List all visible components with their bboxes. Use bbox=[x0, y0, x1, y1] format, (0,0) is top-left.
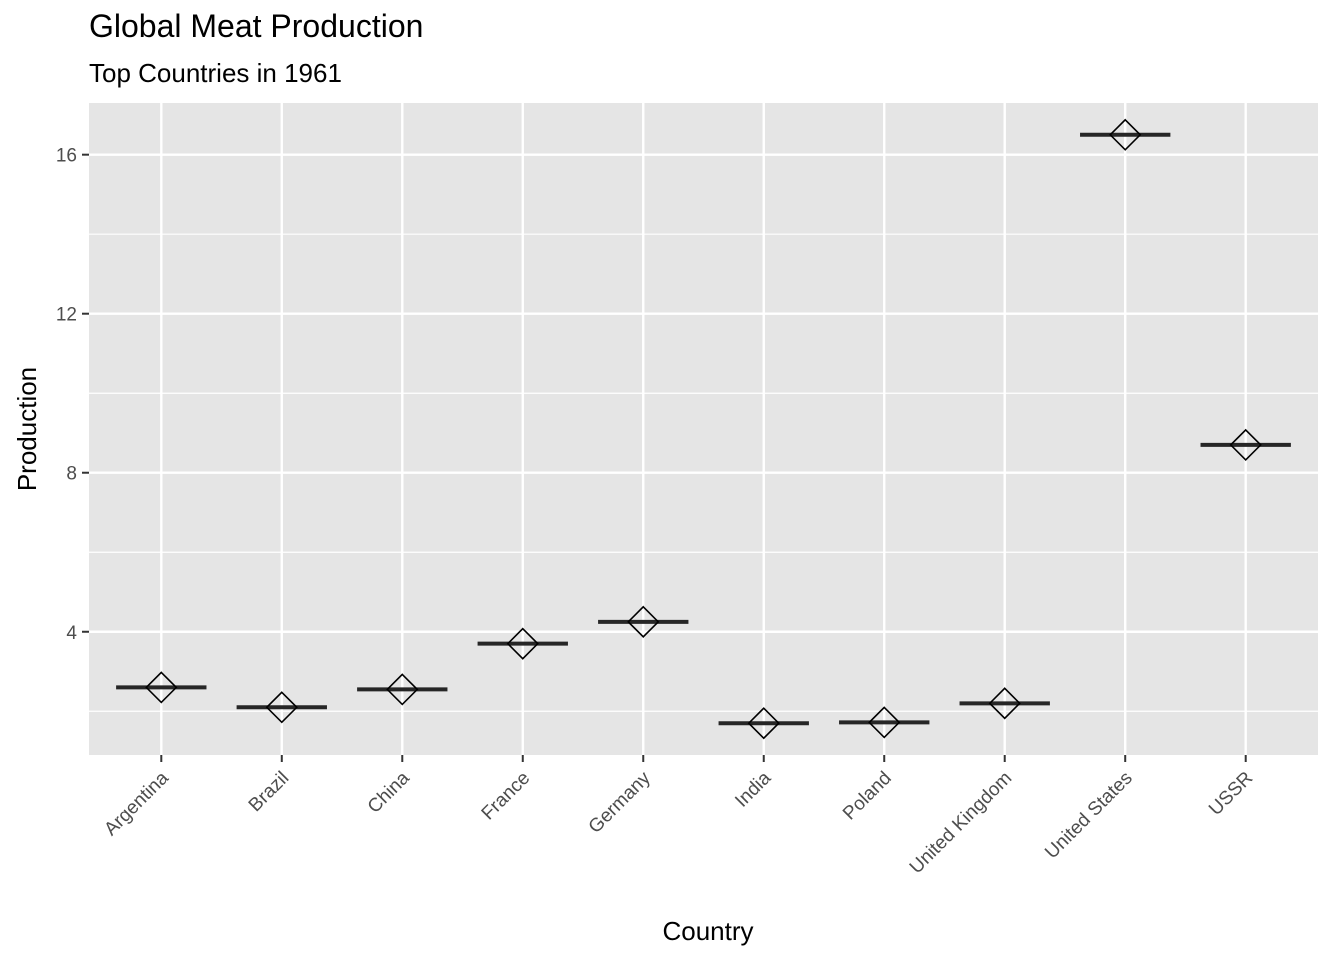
diamond-point-ussr bbox=[1229, 428, 1262, 462]
y-axis-title: Production bbox=[12, 367, 42, 491]
y-tick-label: 4 bbox=[66, 623, 77, 644]
x-axis: Argentina Brazil China France Germany India Po… bbox=[100, 755, 1257, 878]
grid-major bbox=[89, 103, 1318, 755]
y-tick-label: 12 bbox=[56, 305, 77, 326]
x-tick-label: United Kingdom bbox=[906, 768, 1016, 878]
x-tick-label: China bbox=[364, 767, 414, 817]
diamond-point-france bbox=[506, 627, 539, 660]
chart-subtitle: Top Countries in 1961 bbox=[89, 58, 342, 88]
y-tick-label: 16 bbox=[56, 146, 77, 167]
plot-panel bbox=[89, 103, 1318, 755]
x-tick-label: Germany bbox=[585, 767, 655, 837]
diamond-point-brazil bbox=[265, 691, 298, 724]
x-tick-label: Poland bbox=[839, 768, 896, 825]
x-tick-label: USSR bbox=[1205, 768, 1257, 820]
x-axis-title: Country bbox=[662, 916, 753, 946]
diamond-point-china bbox=[386, 673, 419, 706]
diamond-point-argentina bbox=[145, 671, 178, 704]
x-tick-label: Argentina bbox=[100, 767, 173, 840]
chart-title: Global Meat Production bbox=[89, 8, 424, 44]
diamond-point-united-kingdom bbox=[988, 687, 1021, 720]
x-tick-label: India bbox=[731, 767, 775, 811]
x-tick-label: France bbox=[478, 768, 535, 825]
y-axis: 4 8 12 16 bbox=[56, 146, 89, 644]
x-tick-label: United States bbox=[1041, 768, 1137, 864]
diamond-point-germany bbox=[627, 605, 660, 638]
diamond-point-poland bbox=[868, 706, 901, 739]
data-marks bbox=[116, 118, 1291, 740]
y-tick-label: 8 bbox=[66, 464, 77, 485]
diamond-point-united-states bbox=[1109, 118, 1142, 151]
x-tick-label: Brazil bbox=[245, 768, 293, 816]
diamond-point-india bbox=[747, 707, 780, 740]
